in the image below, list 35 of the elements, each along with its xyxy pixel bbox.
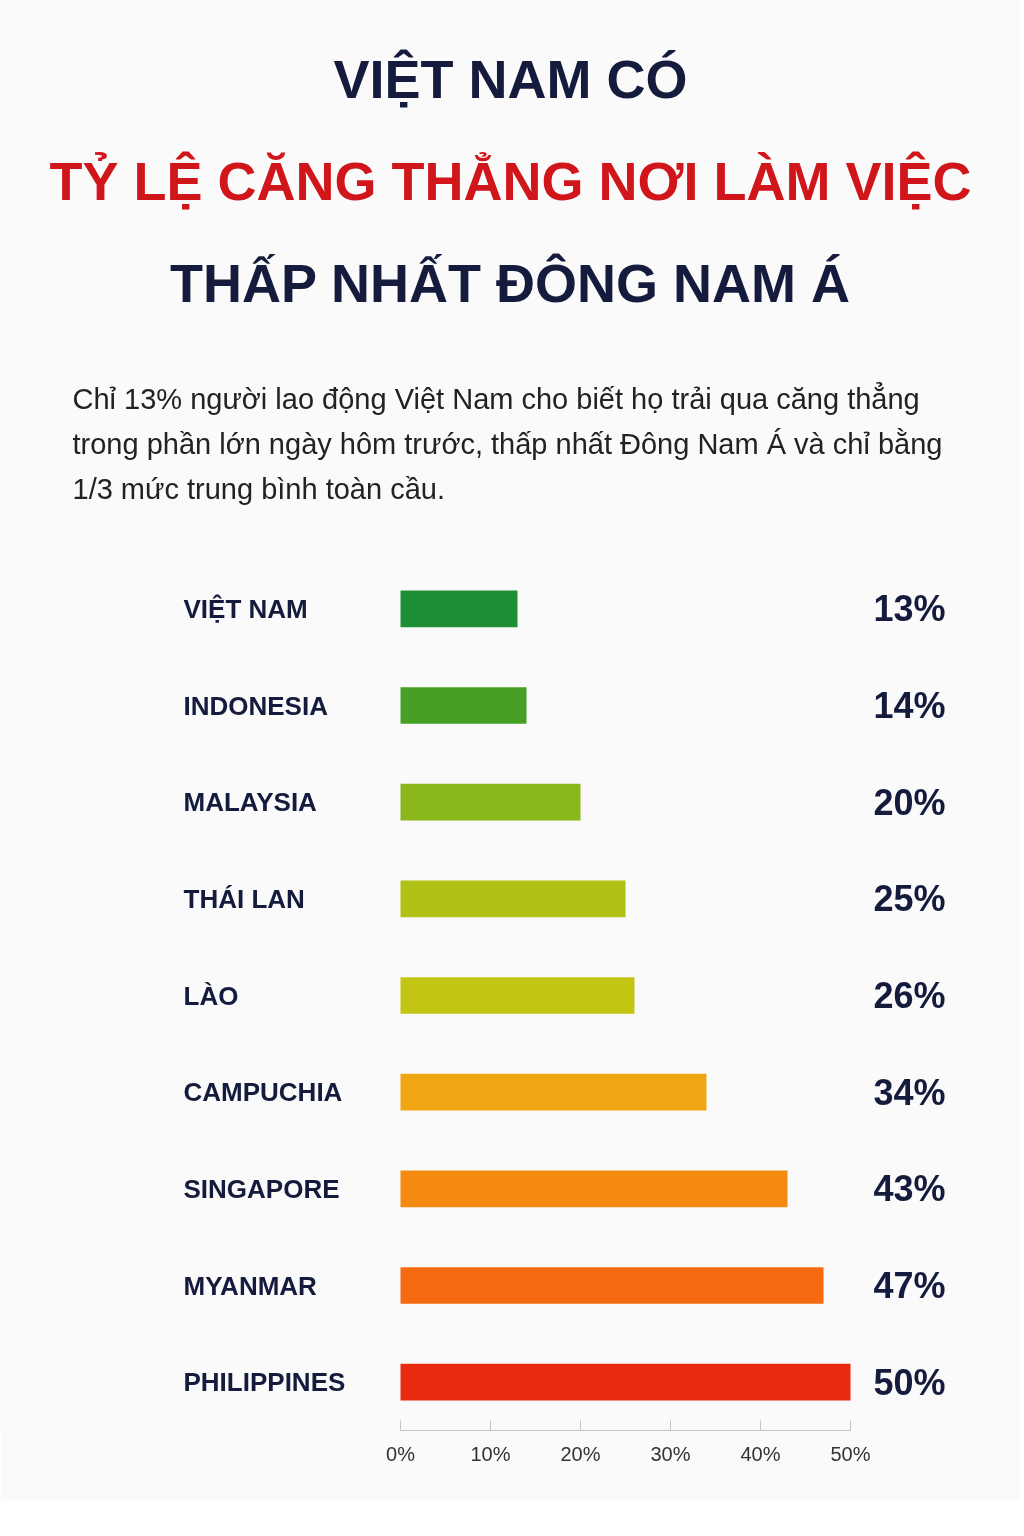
x-tick-label: 0% [386, 1442, 416, 1465]
data-label: 26% [873, 975, 946, 1016]
bar [400, 977, 635, 1014]
y-tick-label: CAMPUCHIA [183, 1077, 343, 1108]
data-label: 13% [873, 588, 946, 630]
bar [400, 1267, 824, 1304]
data-label: 14% [873, 685, 946, 726]
data-label: 50% [873, 1361, 946, 1403]
x-tick-label: 40% [740, 1442, 781, 1465]
bar [400, 1363, 851, 1401]
data-label: 25% [873, 878, 946, 920]
data-label: 43% [873, 1168, 946, 1210]
chart-subtitle: Chỉ 13% người lao động Việt Nam cho biết họ trải qua căng thẳng trong phần lớn ngày hôm trước, thấp nhất Đông Nam Á và chỉ bằng 1/3 mức trung bình toàn cầu. [72, 381, 943, 505]
y-tick-label: THÁI LAN [183, 883, 305, 914]
y-tick-label: SINGAPORE [183, 1173, 340, 1204]
bar [400, 590, 518, 628]
x-tick-label: 20% [560, 1442, 601, 1465]
data-label: 34% [873, 1071, 946, 1113]
chart-title: VIỆT NAM CÓ TỶ LỆ CĂNG THẲNG NƠI LÀM VIỆC THẤP NHẤT ĐÔNG NAM Á [49, 48, 972, 313]
bar [400, 687, 527, 724]
x-tick-label: 50% [830, 1442, 871, 1465]
bar [400, 783, 581, 821]
y-tick-label: PHILIPPINES [183, 1367, 346, 1398]
data-label: 20% [873, 781, 946, 823]
y-tick-label: MALAYSIA [183, 787, 318, 818]
y-tick-label: VIỆT NAM [183, 593, 308, 624]
bar [400, 880, 626, 918]
y-tick-label: MYANMAR [183, 1270, 318, 1301]
data-label: 47% [873, 1265, 946, 1306]
y-tick-label: INDONESIA [183, 690, 329, 721]
bar [400, 1073, 707, 1111]
x-tick-label: 10% [470, 1442, 511, 1465]
bar [400, 1170, 788, 1208]
x-tick-label: 30% [650, 1442, 691, 1465]
y-tick-label: LÀO [183, 980, 239, 1011]
